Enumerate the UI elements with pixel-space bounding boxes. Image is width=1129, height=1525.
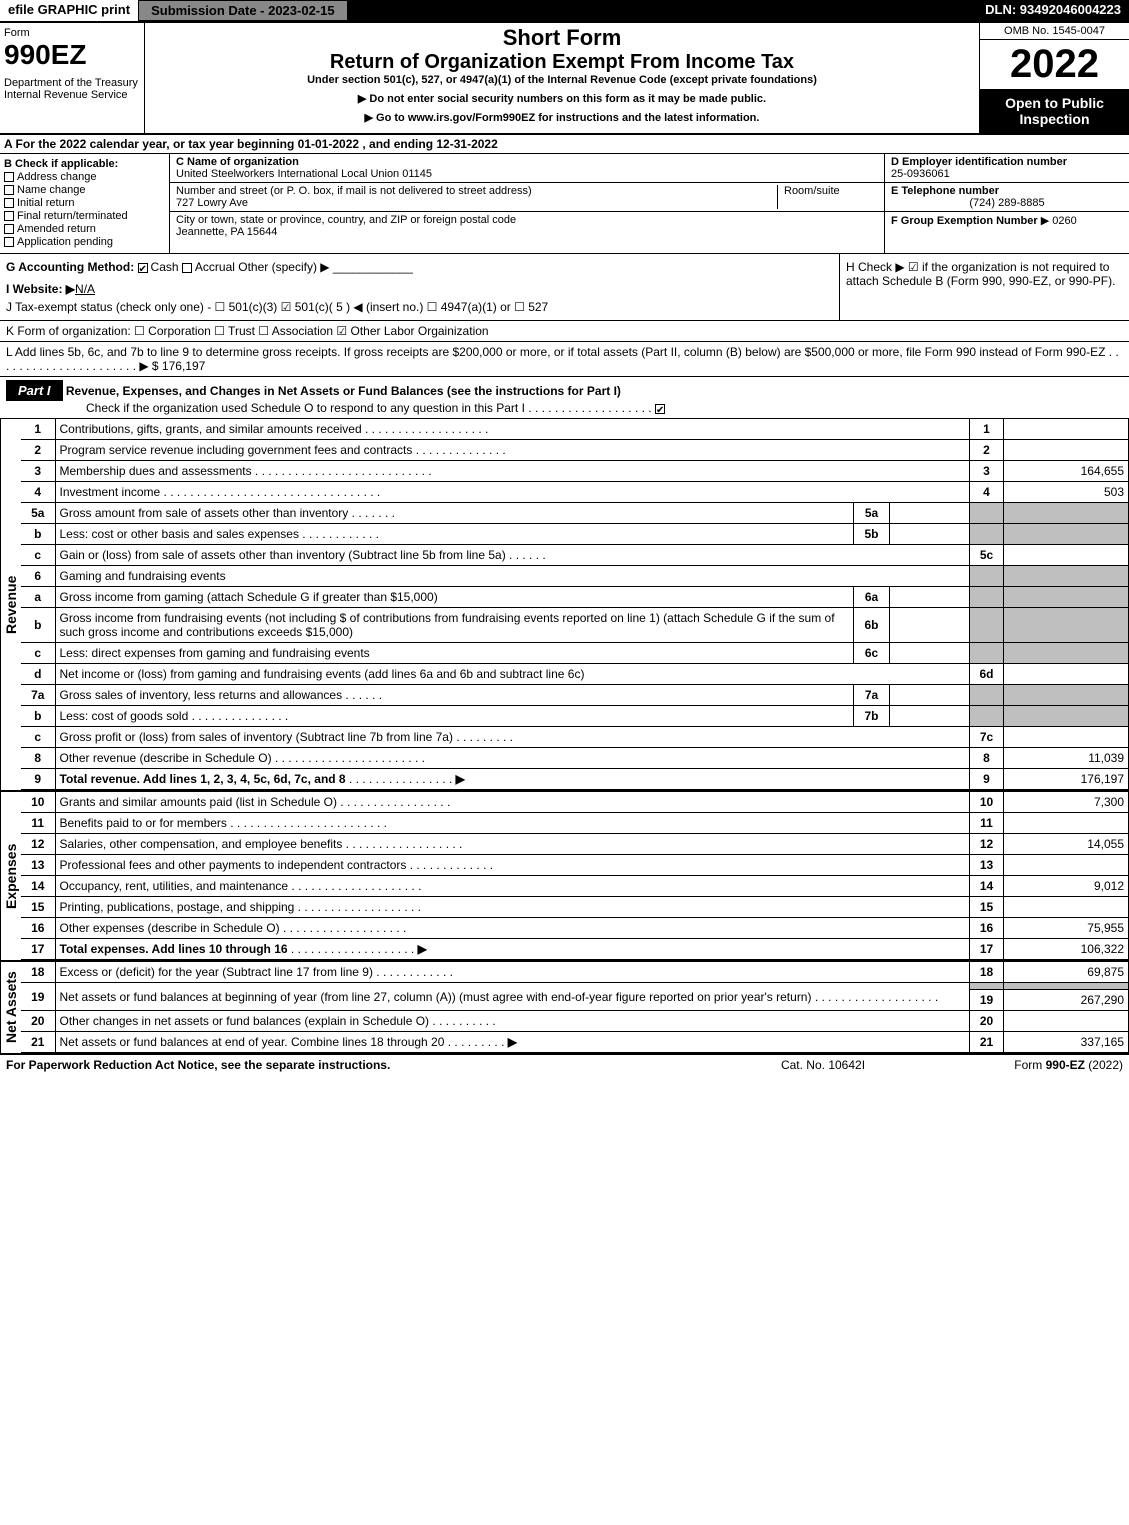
amt-16: 75,955 — [1004, 918, 1129, 939]
j-tax-exempt: J Tax-exempt status (check only one) - ☐… — [6, 300, 833, 314]
amt-8: 11,039 — [1004, 748, 1129, 769]
f-label: F Group Exemption Number ▶ 0260 — [891, 214, 1123, 227]
open-inspection: Open to Public Inspection — [980, 89, 1129, 133]
tax-year: 2022 — [980, 40, 1129, 89]
revenue-label: Revenue — [0, 419, 21, 790]
d-label: D Employer identification number — [891, 156, 1123, 168]
amt-4: 503 — [1004, 482, 1129, 503]
amt-15 — [1004, 897, 1129, 918]
instr-ssn: ▶ Do not enter social security numbers o… — [153, 92, 971, 105]
footer-left: For Paperwork Reduction Act Notice, see … — [6, 1058, 723, 1072]
revenue-section: Revenue 1Contributions, gifts, grants, a… — [0, 419, 1129, 792]
expenses-section: Expenses 10Grants and similar amounts pa… — [0, 792, 1129, 962]
chk-cash[interactable] — [138, 263, 148, 273]
amt-9: 176,197 — [1004, 769, 1129, 790]
amt-18: 69,875 — [1004, 962, 1129, 983]
chk-address-change[interactable]: Address change — [4, 171, 165, 183]
chk-name-change[interactable]: Name change — [4, 184, 165, 196]
telephone: (724) 289-8885 — [891, 197, 1123, 209]
under-section: Under section 501(c), 527, or 4947(a)(1)… — [153, 74, 971, 86]
amt-3: 164,655 — [1004, 461, 1129, 482]
chk-amended-return[interactable]: Amended return — [4, 223, 165, 235]
submission-date: Submission Date - 2023-02-15 — [138, 0, 348, 21]
dept-label: Department of the Treasury Internal Reve… — [4, 77, 140, 101]
top-bar: efile GRAPHIC print Submission Date - 20… — [0, 0, 1129, 21]
l-gross-receipts: L Add lines 5b, 6c, and 7b to line 9 to … — [0, 342, 1129, 377]
amt-21: 337,165 — [1004, 1032, 1129, 1053]
amt-2 — [1004, 440, 1129, 461]
e-label: E Telephone number — [891, 185, 1123, 197]
website: N/A — [75, 282, 95, 296]
form-label: Form — [4, 27, 140, 39]
form-subtitle: Return of Organization Exempt From Incom… — [153, 51, 971, 74]
street-address: 727 Lowry Ave — [176, 197, 771, 209]
chk-final-return[interactable]: Final return/terminated — [4, 210, 165, 222]
amt-12: 14,055 — [1004, 834, 1129, 855]
efile-label: efile GRAPHIC print — [0, 0, 138, 21]
omb-number: OMB No. 1545-0047 — [980, 23, 1129, 40]
info-block: B Check if applicable: Address change Na… — [0, 154, 1129, 254]
room-suite-label: Room/suite — [778, 185, 878, 209]
form-header: Form 990EZ Department of the Treasury In… — [0, 21, 1129, 135]
chk-initial-return[interactable]: Initial return — [4, 197, 165, 209]
b-label: B Check if applicable: — [4, 158, 165, 170]
page-footer: For Paperwork Reduction Act Notice, see … — [0, 1054, 1129, 1075]
amt-14: 9,012 — [1004, 876, 1129, 897]
form-title: Short Form — [153, 25, 971, 51]
expenses-label: Expenses — [0, 792, 21, 960]
amt-11 — [1004, 813, 1129, 834]
footer-right: Form 990-EZ (2022) — [923, 1058, 1123, 1072]
g-label: G Accounting Method: — [6, 260, 134, 274]
h-check: H Check ▶ ☑ if the organization is not r… — [839, 254, 1129, 320]
form-page: efile GRAPHIC print Submission Date - 20… — [0, 0, 1129, 1075]
addr-label: Number and street (or P. O. box, if mail… — [176, 185, 771, 197]
part-i-header: Part I Revenue, Expenses, and Changes in… — [0, 377, 1129, 419]
net-assets-section: Net Assets 18Excess or (deficit) for the… — [0, 962, 1129, 1054]
form-number: 990EZ — [4, 39, 140, 71]
line-a: A For the 2022 calendar year, or tax yea… — [0, 135, 1129, 154]
amt-1 — [1004, 419, 1129, 440]
chk-schedule-o[interactable] — [655, 404, 665, 414]
chk-application-pending[interactable]: Application pending — [4, 236, 165, 248]
chk-accrual[interactable] — [182, 263, 192, 273]
ein: 25-0936061 — [891, 168, 1123, 180]
c-label: C Name of organization — [176, 156, 878, 168]
net-assets-label: Net Assets — [0, 962, 21, 1053]
amt-19: 267,290 — [1004, 990, 1129, 1011]
amt-5c — [1004, 545, 1129, 566]
instr-link[interactable]: ▶ Go to www.irs.gov/Form990EZ for instru… — [153, 111, 971, 124]
city-label: City or town, state or province, country… — [176, 214, 516, 226]
city-state-zip: Jeannette, PA 15644 — [176, 226, 516, 238]
amt-20 — [1004, 1011, 1129, 1032]
k-form-org: K Form of organization: ☐ Corporation ☐ … — [0, 321, 1129, 342]
footer-cat: Cat. No. 10642I — [723, 1058, 923, 1072]
i-label: I Website: ▶ — [6, 282, 75, 296]
dln: DLN: 93492046004223 — [977, 0, 1129, 21]
amt-13 — [1004, 855, 1129, 876]
amt-10: 7,300 — [1004, 792, 1129, 813]
org-name: United Steelworkers International Local … — [176, 168, 878, 180]
method-block: G Accounting Method: Cash Accrual Other … — [0, 254, 1129, 321]
amt-17: 106,322 — [1004, 939, 1129, 960]
